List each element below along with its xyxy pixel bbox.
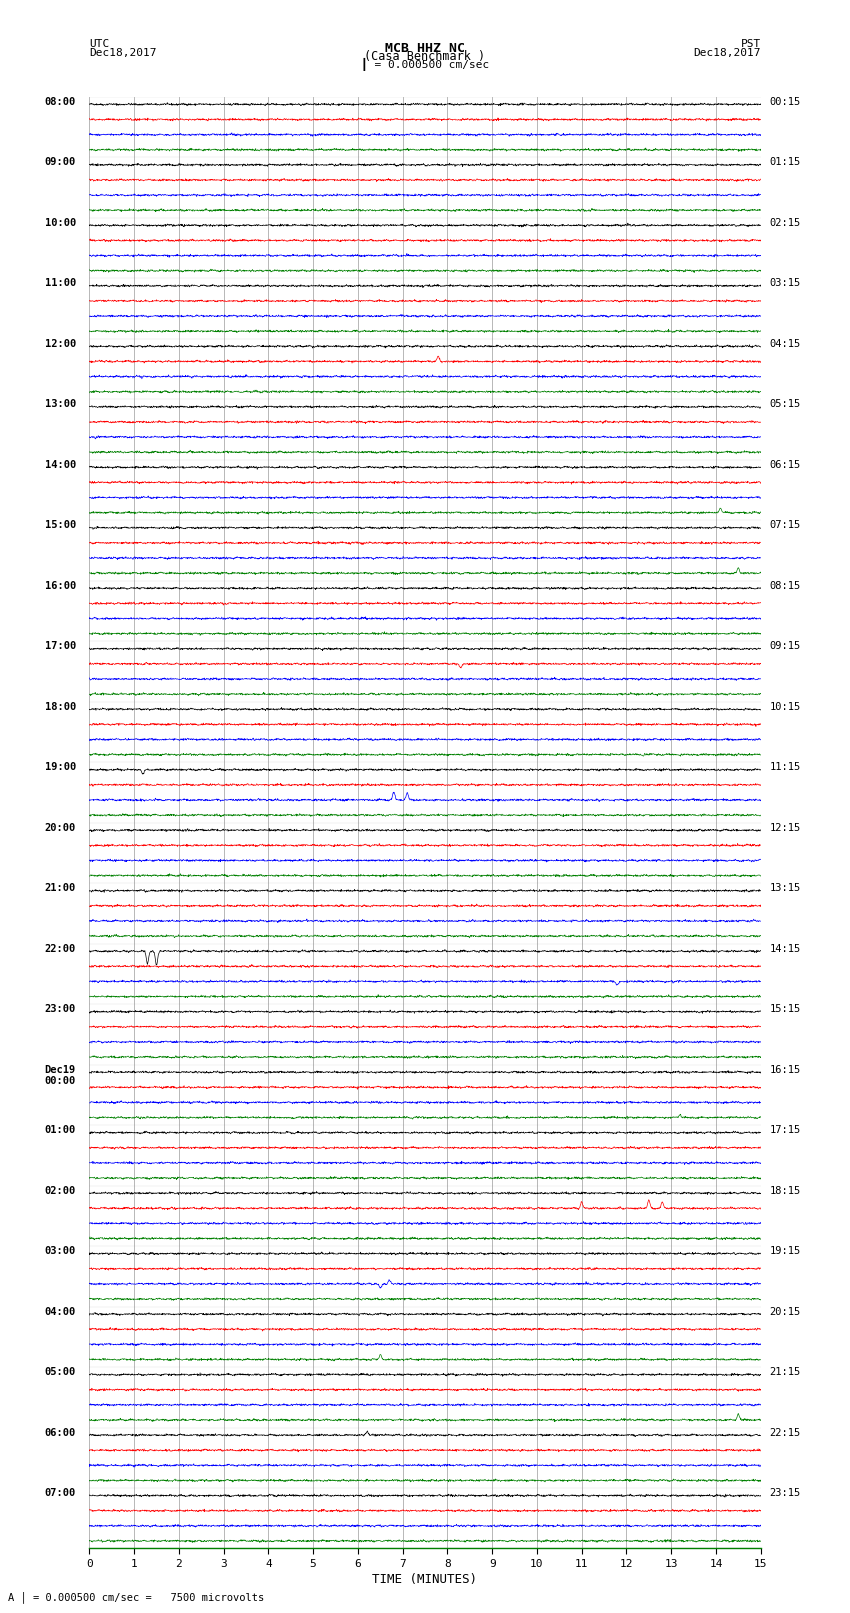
Text: 14:00: 14:00 bbox=[44, 460, 76, 469]
Text: 23:00: 23:00 bbox=[44, 1003, 76, 1015]
Text: 04:00: 04:00 bbox=[44, 1307, 76, 1316]
Text: 22:00: 22:00 bbox=[44, 944, 76, 953]
Text: 15:00: 15:00 bbox=[44, 521, 76, 531]
Text: 20:15: 20:15 bbox=[770, 1307, 801, 1316]
Text: 07:00: 07:00 bbox=[44, 1487, 76, 1498]
Text: 06:00: 06:00 bbox=[44, 1428, 76, 1437]
Text: 12:00: 12:00 bbox=[44, 339, 76, 348]
Text: 11:15: 11:15 bbox=[770, 763, 801, 773]
Text: 10:15: 10:15 bbox=[770, 702, 801, 711]
Text: (Casa Benchmark ): (Casa Benchmark ) bbox=[365, 50, 485, 63]
Text: 23:15: 23:15 bbox=[770, 1487, 801, 1498]
Text: A │ = 0.000500 cm/sec =   7500 microvolts: A │ = 0.000500 cm/sec = 7500 microvolts bbox=[8, 1592, 264, 1603]
Text: 14:15: 14:15 bbox=[770, 944, 801, 953]
Text: 01:15: 01:15 bbox=[770, 158, 801, 168]
Text: 18:15: 18:15 bbox=[770, 1186, 801, 1195]
Text: 09:00: 09:00 bbox=[44, 158, 76, 168]
Text: PST: PST bbox=[740, 39, 761, 48]
Text: 16:15: 16:15 bbox=[770, 1065, 801, 1074]
Text: 02:00: 02:00 bbox=[44, 1186, 76, 1195]
X-axis label: TIME (MINUTES): TIME (MINUTES) bbox=[372, 1573, 478, 1586]
Text: UTC: UTC bbox=[89, 39, 110, 48]
Text: 17:00: 17:00 bbox=[44, 642, 76, 652]
Text: 11:00: 11:00 bbox=[44, 279, 76, 289]
Text: 04:15: 04:15 bbox=[770, 339, 801, 348]
Text: 13:00: 13:00 bbox=[44, 400, 76, 410]
Text: 07:15: 07:15 bbox=[770, 521, 801, 531]
Text: 02:15: 02:15 bbox=[770, 218, 801, 227]
Text: ┃ = 0.000500 cm/sec: ┃ = 0.000500 cm/sec bbox=[361, 58, 489, 71]
Text: 06:15: 06:15 bbox=[770, 460, 801, 469]
Text: 19:00: 19:00 bbox=[44, 763, 76, 773]
Text: 08:00: 08:00 bbox=[44, 97, 76, 106]
Text: 22:15: 22:15 bbox=[770, 1428, 801, 1437]
Text: Dec18,2017: Dec18,2017 bbox=[89, 48, 156, 58]
Text: 21:00: 21:00 bbox=[44, 884, 76, 894]
Text: 10:00: 10:00 bbox=[44, 218, 76, 227]
Text: 00:15: 00:15 bbox=[770, 97, 801, 106]
Text: 03:00: 03:00 bbox=[44, 1245, 76, 1257]
Text: Dec19
00:00: Dec19 00:00 bbox=[44, 1065, 76, 1086]
Text: 13:15: 13:15 bbox=[770, 884, 801, 894]
Text: 12:15: 12:15 bbox=[770, 823, 801, 832]
Text: 20:00: 20:00 bbox=[44, 823, 76, 832]
Text: 21:15: 21:15 bbox=[770, 1368, 801, 1378]
Text: 01:00: 01:00 bbox=[44, 1126, 76, 1136]
Text: 03:15: 03:15 bbox=[770, 279, 801, 289]
Text: 19:15: 19:15 bbox=[770, 1245, 801, 1257]
Text: 05:15: 05:15 bbox=[770, 400, 801, 410]
Text: 08:15: 08:15 bbox=[770, 581, 801, 590]
Text: Dec18,2017: Dec18,2017 bbox=[694, 48, 761, 58]
Text: 09:15: 09:15 bbox=[770, 642, 801, 652]
Text: 18:00: 18:00 bbox=[44, 702, 76, 711]
Text: 05:00: 05:00 bbox=[44, 1368, 76, 1378]
Text: 15:15: 15:15 bbox=[770, 1003, 801, 1015]
Text: MCB HHZ NC: MCB HHZ NC bbox=[385, 42, 465, 55]
Text: 17:15: 17:15 bbox=[770, 1126, 801, 1136]
Text: 16:00: 16:00 bbox=[44, 581, 76, 590]
